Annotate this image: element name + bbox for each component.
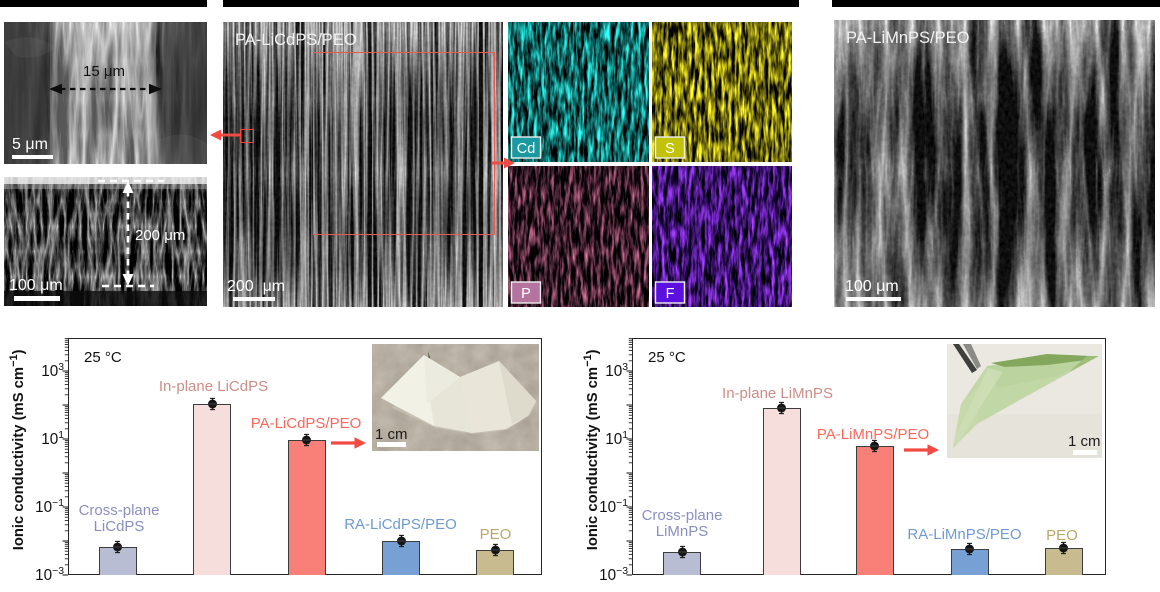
svg-text:Cd: Cd bbox=[517, 141, 536, 157]
svg-text:P: P bbox=[521, 286, 531, 302]
svg-text:F: F bbox=[666, 286, 675, 302]
svg-text:S: S bbox=[665, 141, 675, 157]
